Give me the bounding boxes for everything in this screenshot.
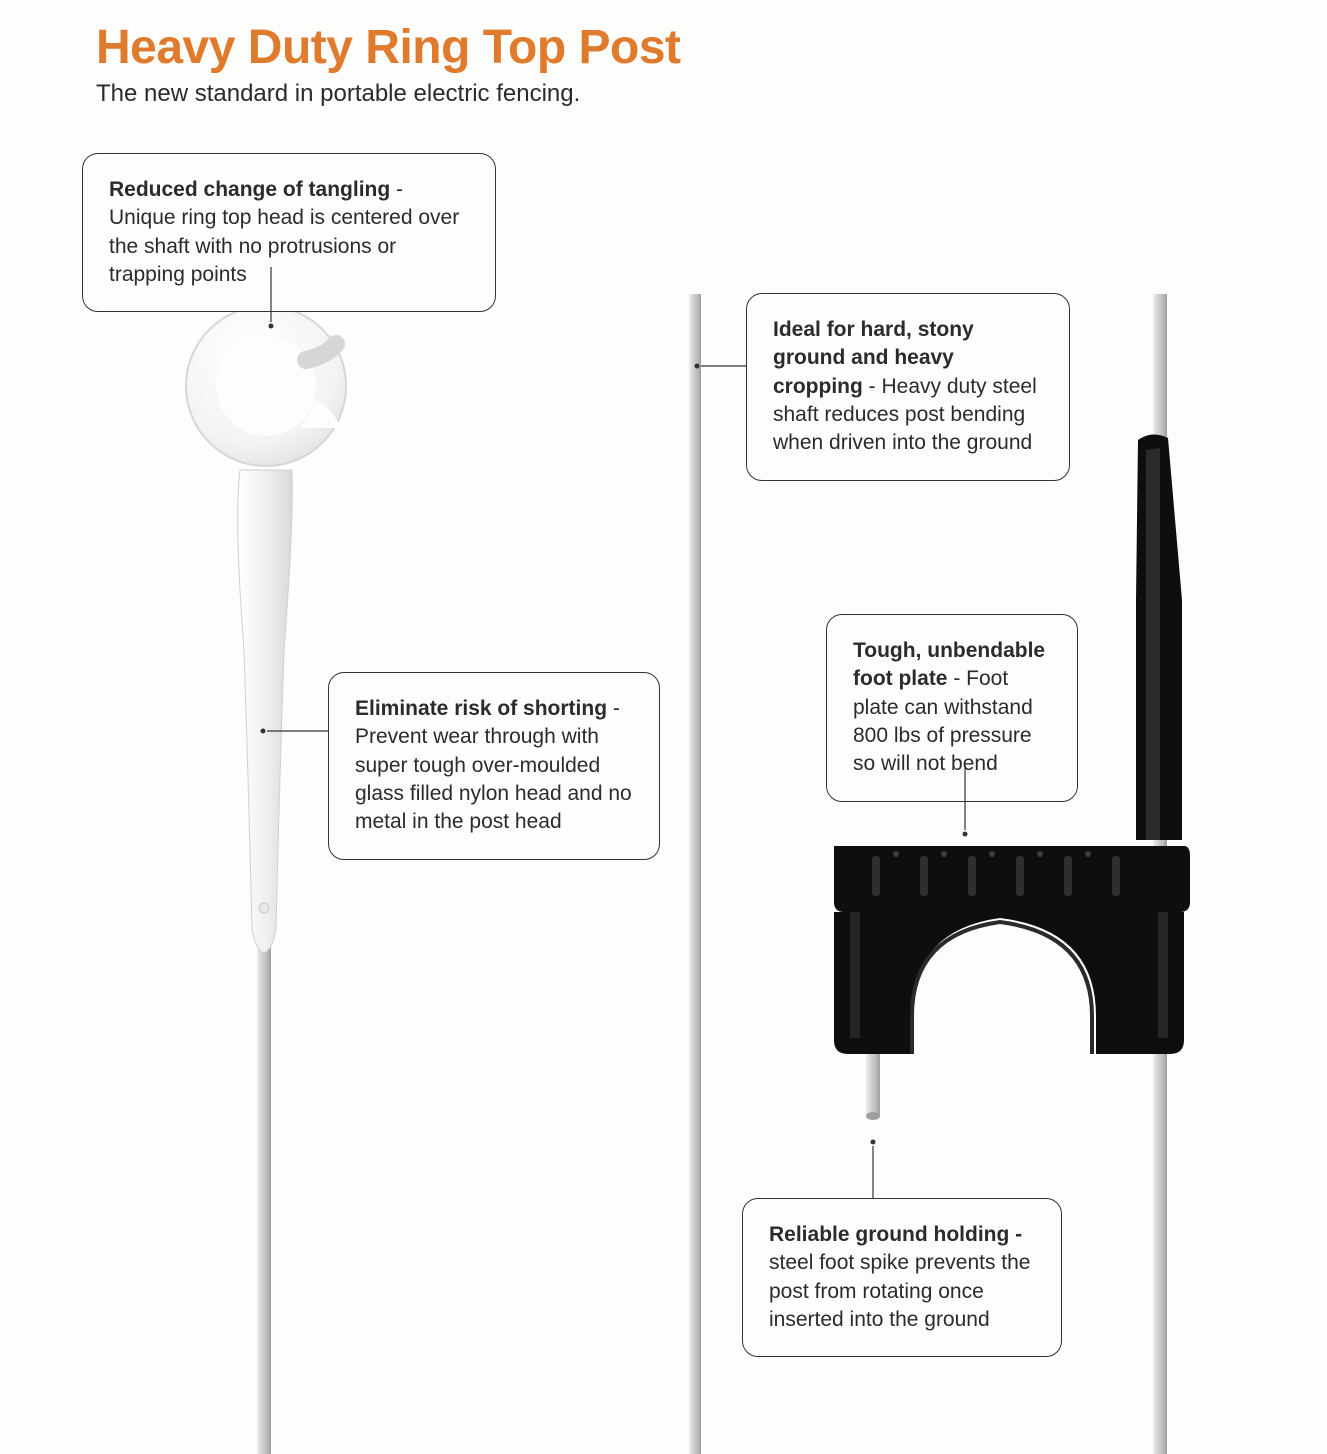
callout-body: steel foot spike prevents the post from …: [769, 1251, 1031, 1331]
callout-shorting: Eliminate risk of shorting - Prevent wea…: [328, 672, 660, 860]
callout-holding: Reliable ground holding - steel foot spi…: [742, 1198, 1062, 1357]
callout-tangling: Reduced change of tangling - Unique ring…: [82, 153, 496, 312]
callout-bold: Eliminate risk of shorting: [355, 697, 607, 720]
callout-footplate: Tough, unbendable foot plate - Foot plat…: [826, 614, 1078, 802]
callout-bold: Reduced change of tangling: [109, 178, 390, 201]
callout-bold: Reliable ground holding -: [769, 1223, 1022, 1246]
callout-ground: Ideal for hard, stony ground and heavy c…: [746, 293, 1070, 481]
